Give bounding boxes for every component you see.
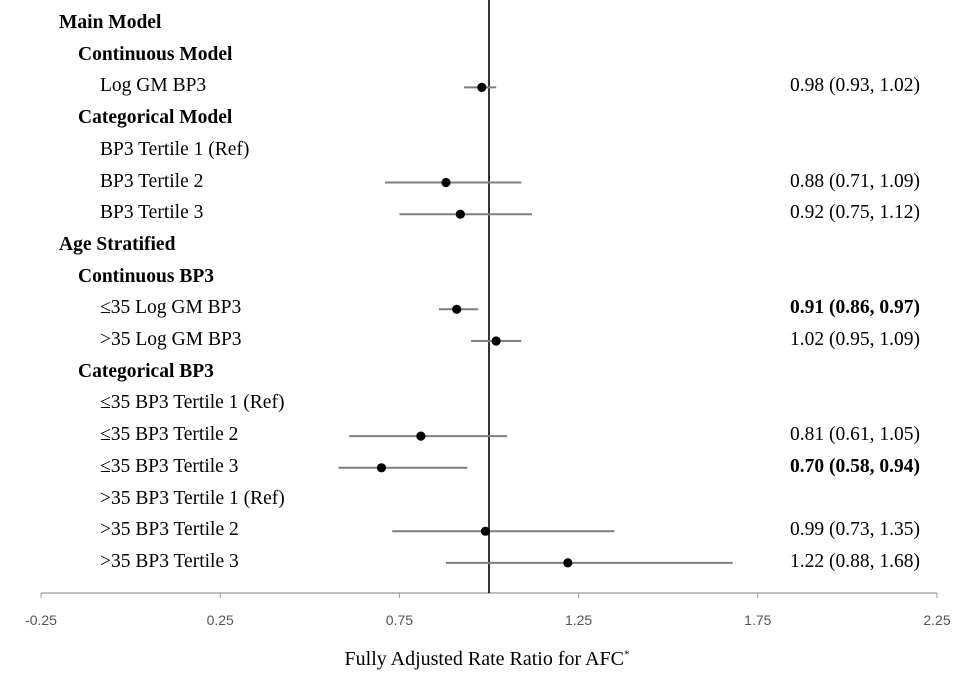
point-estimate	[452, 304, 462, 314]
x-axis-title: Fully Adjusted Rate Ratio for AFC*	[0, 648, 974, 671]
row-label: BP3 Tertile 3	[100, 202, 204, 224]
estimate-text: 0.92 (0.75, 1.12)	[790, 202, 920, 224]
estimate-text: 1.02 (0.95, 1.09)	[790, 329, 920, 350]
point-estimate	[455, 209, 465, 219]
estimate-text: 1.22 (0.88, 1.68)	[790, 550, 920, 572]
estimate-text: 0.70 (0.58, 0.94)	[790, 455, 920, 477]
x-tick-label: -0.25	[25, 612, 57, 628]
x-tick-label: 0.25	[206, 612, 234, 628]
section-header: Continuous Model	[78, 43, 233, 65]
row-label: Log GM BP3	[100, 75, 207, 97]
section-header: Main Model	[59, 12, 162, 33]
row-label: ≤35 BP3 Tertile 3	[100, 455, 239, 477]
estimate-text: 0.88 (0.71, 1.09)	[790, 170, 920, 192]
point-estimate	[480, 526, 491, 536]
estimate-text: 0.99 (0.73, 1.35)	[790, 519, 920, 541]
point-estimate	[477, 82, 487, 92]
row-label: >35 BP3 Tertile 2	[100, 519, 239, 541]
estimate-text: 0.81 (0.61, 1.05)	[790, 424, 920, 446]
x-tick-label: 1.75	[744, 612, 772, 628]
row-label: ≤35 BP3 Tertile 2	[100, 424, 239, 446]
section-header: Continuous BP3	[78, 265, 215, 287]
point-estimate	[416, 431, 426, 441]
section-header: Age Stratified	[59, 233, 176, 255]
row-label: BP3 Tertile 1 (Ref)	[100, 138, 250, 160]
x-tick-label: 0.75	[385, 612, 414, 628]
section-header: Categorical BP3	[78, 360, 214, 382]
x-tick-label: 1.25	[564, 612, 593, 628]
x-axis-title-superscript: *	[623, 648, 630, 661]
point-estimate	[441, 177, 451, 188]
row-label: >35 BP3 Tertile 1 (Ref)	[100, 487, 285, 509]
x-tick-label: 2.25	[923, 612, 951, 628]
row-label: BP3 Tertile 2	[100, 170, 204, 192]
point-estimate	[376, 463, 387, 473]
row-label: >35 BP3 Tertile 3	[100, 550, 239, 572]
row-label: ≤35 BP3 Tertile 1 (Ref)	[100, 392, 285, 414]
x-axis-title-text: Fully Adjusted Rate Ratio for AFC	[344, 648, 624, 670]
row-label: >35 Log GM BP3	[100, 329, 242, 350]
estimate-text: 0.91 (0.86, 0.97)	[790, 297, 920, 319]
point-estimate	[563, 558, 573, 568]
row-label: ≤35 Log GM BP3	[100, 297, 242, 319]
estimate-text: 0.98 (0.93, 1.02)	[790, 75, 920, 97]
point-estimate	[491, 336, 501, 346]
section-header: Categorical Model	[78, 107, 233, 129]
